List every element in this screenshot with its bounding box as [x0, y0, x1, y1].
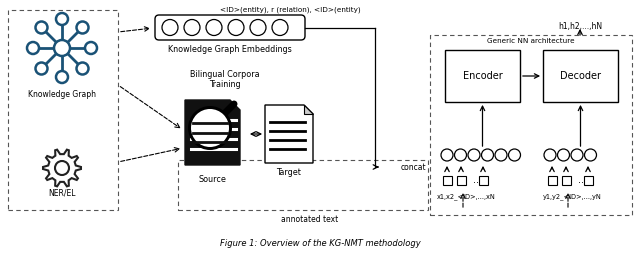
Text: concat: concat — [401, 162, 426, 171]
Circle shape — [85, 42, 97, 54]
Bar — [456, 176, 465, 185]
Circle shape — [35, 22, 47, 33]
Circle shape — [272, 20, 288, 35]
Circle shape — [557, 149, 570, 161]
Circle shape — [77, 22, 88, 33]
Bar — [430, 35, 632, 215]
Circle shape — [77, 62, 88, 75]
FancyBboxPatch shape — [155, 15, 305, 40]
Bar — [543, 50, 618, 102]
Circle shape — [184, 20, 200, 35]
Text: Bilingual Corpora
Training: Bilingual Corpora Training — [190, 70, 260, 89]
Circle shape — [454, 149, 467, 161]
Text: Figure 1: Overview of the KG-NMT methodology: Figure 1: Overview of the KG-NMT methodo… — [220, 239, 420, 248]
Text: Target: Target — [276, 168, 301, 177]
Text: y1,y2_<ID>,...,yN: y1,y2_<ID>,...,yN — [543, 193, 602, 200]
Circle shape — [35, 62, 47, 75]
Circle shape — [468, 149, 480, 161]
Circle shape — [481, 149, 493, 161]
Text: Generic NN architecture: Generic NN architecture — [487, 38, 575, 44]
Circle shape — [55, 161, 69, 175]
Bar — [445, 50, 520, 102]
Circle shape — [56, 13, 68, 25]
Circle shape — [54, 40, 70, 56]
Bar — [584, 176, 593, 185]
Bar — [547, 176, 557, 185]
Circle shape — [495, 149, 507, 161]
Bar — [178, 160, 428, 210]
Bar — [479, 176, 488, 185]
Bar — [561, 176, 570, 185]
Text: <ID>(entity), r (relation), <ID>(entity): <ID>(entity), r (relation), <ID>(entity) — [220, 6, 360, 13]
Text: Encoder: Encoder — [463, 71, 502, 81]
Circle shape — [571, 149, 583, 161]
Text: Knowledge Graph Embeddings: Knowledge Graph Embeddings — [168, 45, 292, 54]
Text: h1,h2,...,hN: h1,h2,...,hN — [558, 22, 602, 31]
Circle shape — [56, 71, 68, 83]
Bar — [442, 176, 451, 185]
Circle shape — [206, 20, 222, 35]
Text: ..: .. — [473, 175, 479, 185]
Bar — [8, 10, 118, 210]
Polygon shape — [265, 105, 313, 163]
Circle shape — [250, 20, 266, 35]
Circle shape — [191, 109, 229, 147]
Text: Source: Source — [198, 175, 226, 184]
Text: Decoder: Decoder — [560, 71, 601, 81]
Circle shape — [584, 149, 596, 161]
Circle shape — [162, 20, 178, 35]
Circle shape — [544, 149, 556, 161]
Polygon shape — [185, 100, 240, 165]
Polygon shape — [304, 105, 313, 114]
Circle shape — [188, 106, 232, 150]
Circle shape — [27, 42, 39, 54]
Circle shape — [509, 149, 520, 161]
Text: Knowledge Graph: Knowledge Graph — [28, 90, 96, 99]
Circle shape — [228, 20, 244, 35]
Text: NER/EL: NER/EL — [48, 188, 76, 197]
Text: annotated text: annotated text — [282, 215, 339, 224]
Circle shape — [441, 149, 453, 161]
Text: x1,x2_<ID>,...,xN: x1,x2_<ID>,...,xN — [436, 193, 495, 200]
Text: ..: .. — [578, 175, 584, 185]
Polygon shape — [43, 150, 81, 186]
